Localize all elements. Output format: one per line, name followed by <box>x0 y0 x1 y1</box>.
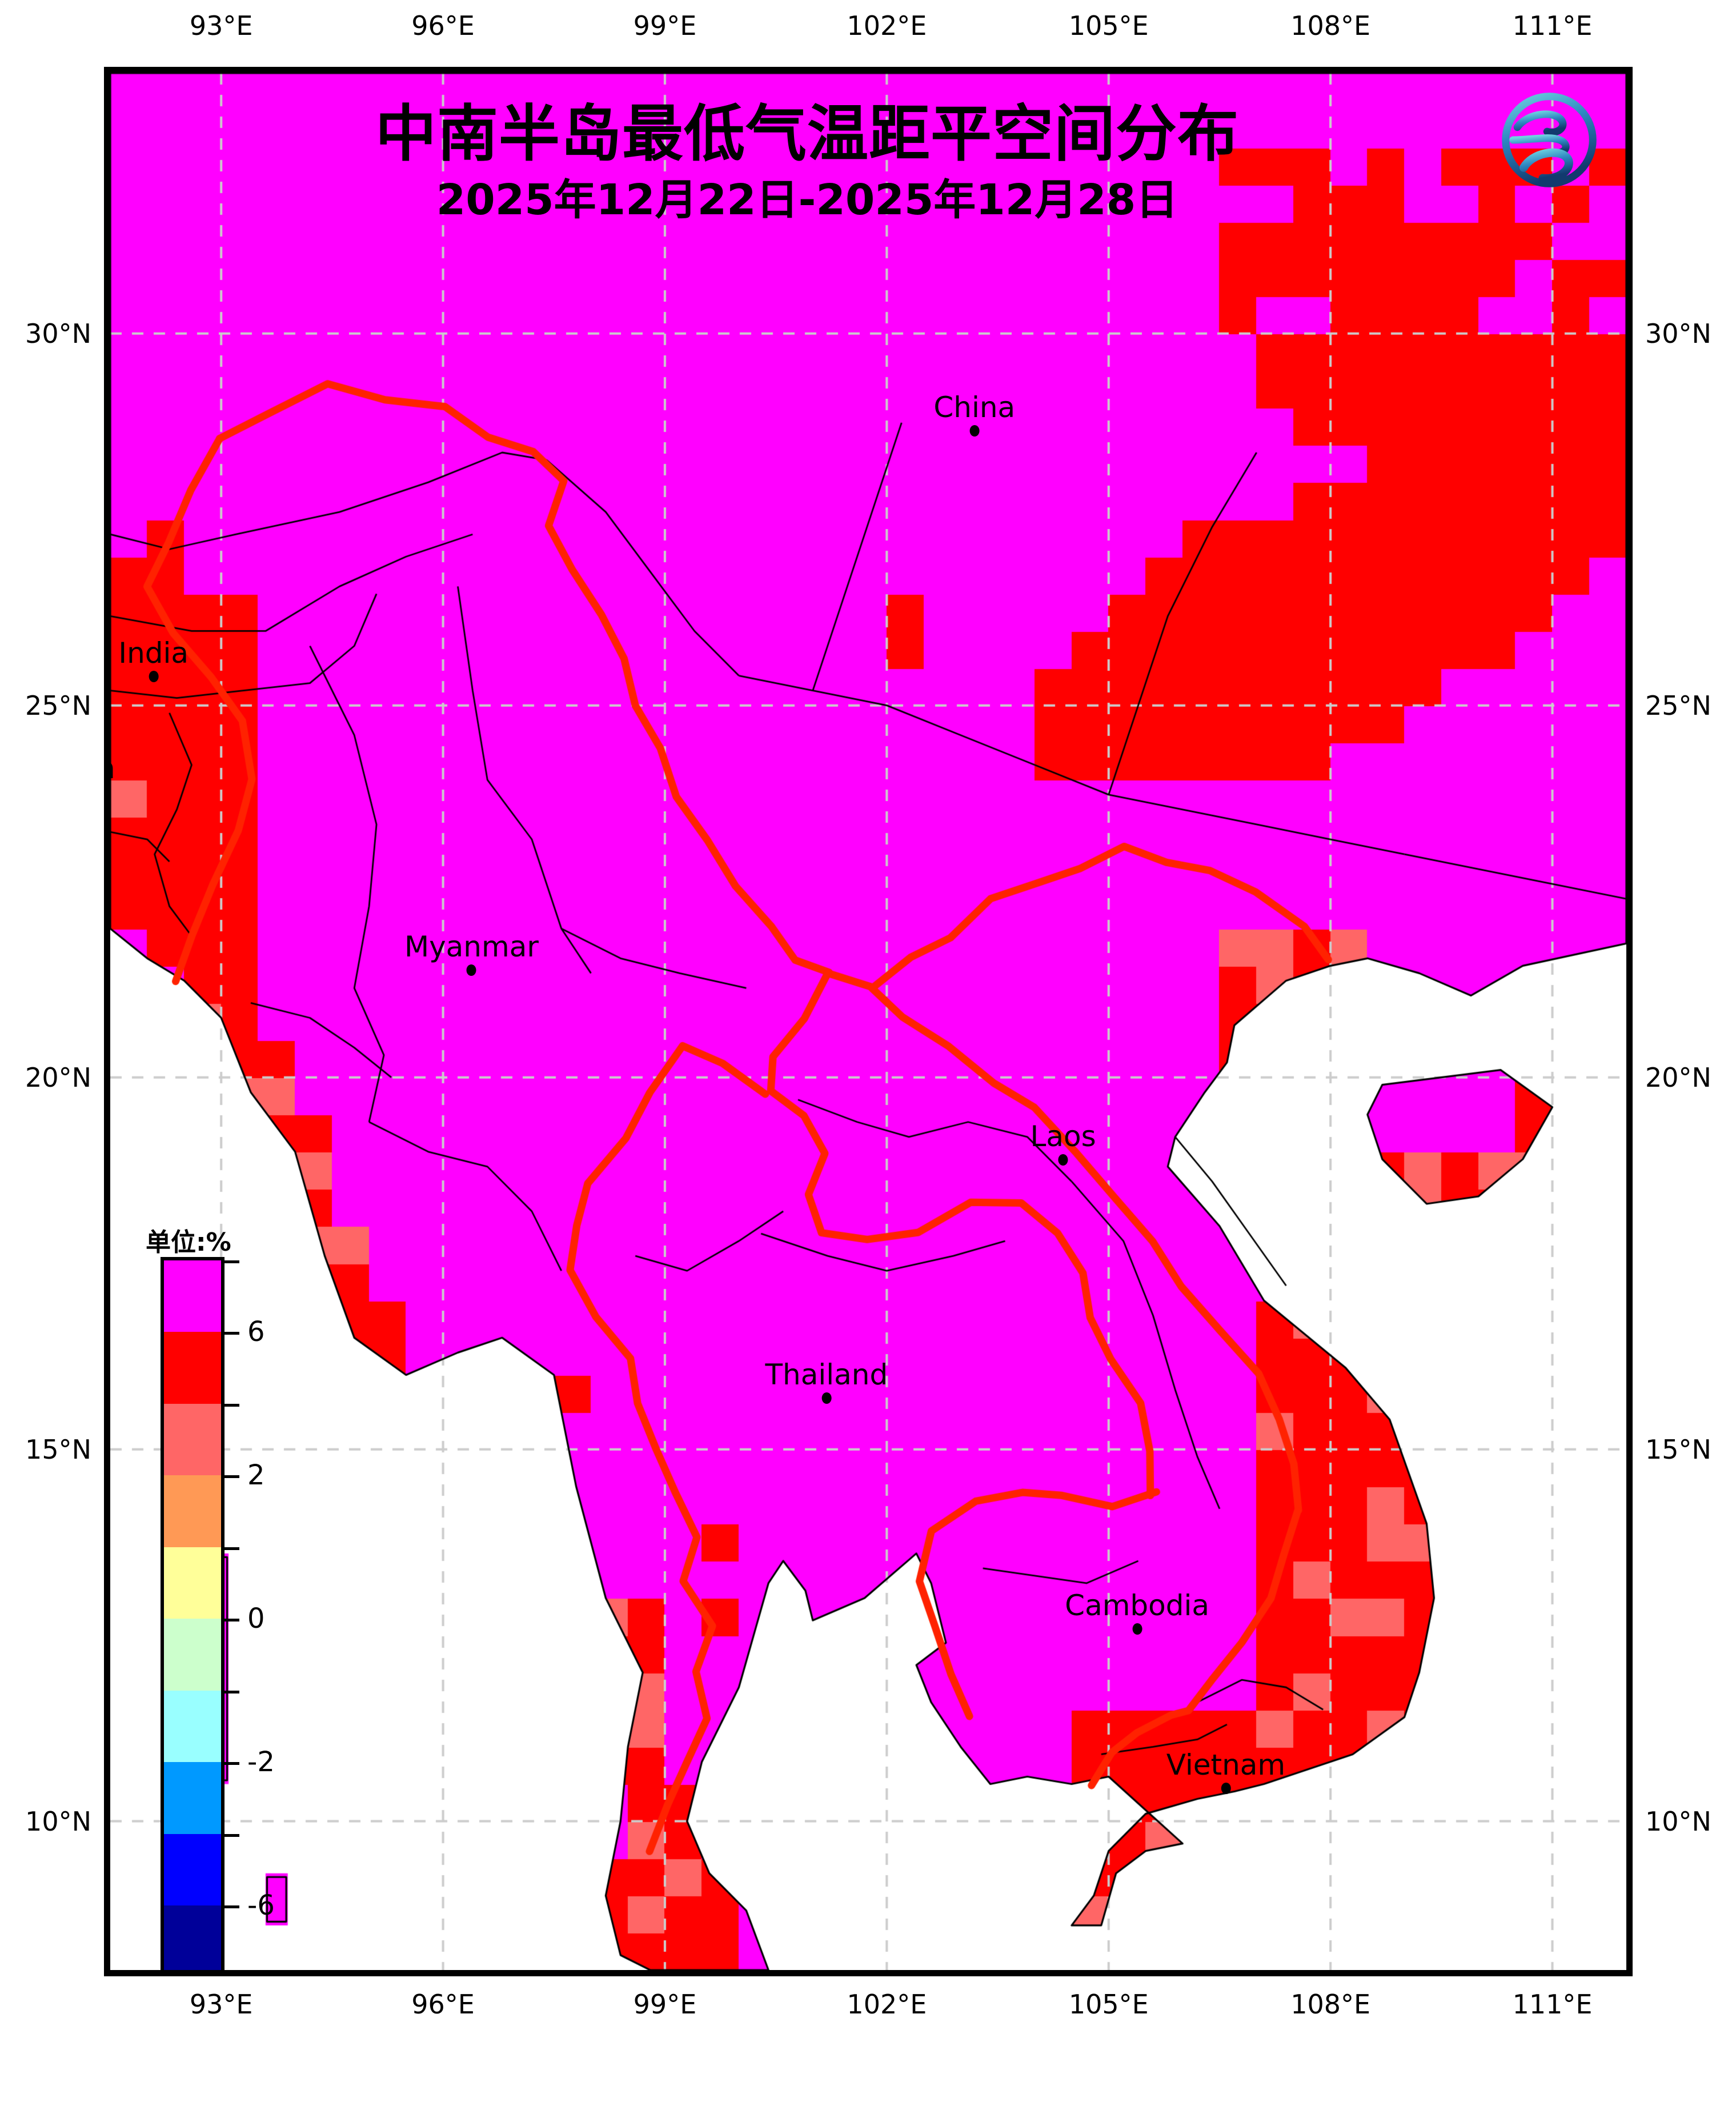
colorbar-tick-mark <box>224 1833 239 1837</box>
colorbar-tick-mark <box>224 1403 239 1407</box>
axis-tick-label: 93°E <box>189 1989 253 2020</box>
colorbar-tick-mark <box>224 1260 239 1263</box>
colorbar-band <box>164 1403 221 1476</box>
map-plot-frame: 中南半岛最低气温距平空间分布 2025年12月22日-2025年12月28日 B… <box>104 67 1633 1976</box>
axis-tick-label: 99°E <box>633 1989 697 2020</box>
axis-tick-label: 20°N <box>1645 1062 1711 1093</box>
axis-tick-label: 20°N <box>25 1062 91 1093</box>
colorbar-band <box>164 1690 221 1763</box>
colorbar-tick-label: 2 <box>247 1459 265 1492</box>
axis-tick-label: 96°E <box>411 1989 475 2020</box>
colorbar-tick-mark <box>224 1905 239 1909</box>
colorbar-tick-mark <box>224 1690 239 1693</box>
colorbar-band <box>164 1905 221 1970</box>
axis-tick-label: 30°N <box>25 318 91 349</box>
colorbar-unit-label: 单位:% <box>146 1228 231 1257</box>
colorbar-tick-label: -6 <box>247 1889 275 1922</box>
axis-tick-label: 111°E <box>1512 10 1593 41</box>
axis-tick-label: 96°E <box>411 10 475 41</box>
axis-tick-label: 10°N <box>1645 1805 1711 1837</box>
colorbar-tick-mark <box>224 1547 239 1550</box>
axis-tick-label: 25°N <box>1645 690 1711 721</box>
colorbar-tick-mark <box>224 1762 239 1765</box>
colorbar-band <box>164 1475 221 1547</box>
colorbar-tick-mark <box>224 1619 239 1622</box>
axis-tick-label: 108°E <box>1290 1989 1371 2020</box>
temperature-anomaly-heatmap <box>110 73 1626 1970</box>
colorbar-band <box>164 1762 221 1834</box>
colorbar-tick-label: -2 <box>247 1746 275 1779</box>
axis-tick-label: 108°E <box>1290 10 1371 41</box>
axis-tick-label: 105°E <box>1068 1989 1149 2020</box>
axis-tick-label: 111°E <box>1512 1989 1593 2020</box>
axis-tick-label: 15°N <box>25 1434 91 1465</box>
axis-tick-label: 102°E <box>847 10 927 41</box>
axis-tick-label: 10°N <box>25 1805 91 1837</box>
colorbar-gradient <box>161 1257 224 1970</box>
colorbar-band <box>164 1547 221 1619</box>
colorbar-tick-mark <box>224 1332 239 1335</box>
axis-tick-label: 15°N <box>1645 1434 1711 1465</box>
axis-tick-label: 25°N <box>25 690 91 721</box>
colorbar-tick-label: 6 <box>247 1316 265 1348</box>
axis-tick-label: 105°E <box>1068 10 1149 41</box>
colorbar-band <box>164 1619 221 1691</box>
axis-tick-label: 30°N <box>1645 318 1711 349</box>
axis-tick-label: 102°E <box>847 1989 927 2020</box>
colorbar-tick-mark <box>224 1475 239 1479</box>
cma-wind-swirl-logo <box>1502 93 1597 187</box>
colorbar-tick-label: 0 <box>247 1603 265 1635</box>
colorbar-band <box>164 1260 221 1332</box>
axis-tick-label: 99°E <box>633 10 697 41</box>
colorbar-band <box>164 1332 221 1404</box>
colorbar-band <box>164 1833 221 1906</box>
axis-tick-label: 93°E <box>189 10 253 41</box>
